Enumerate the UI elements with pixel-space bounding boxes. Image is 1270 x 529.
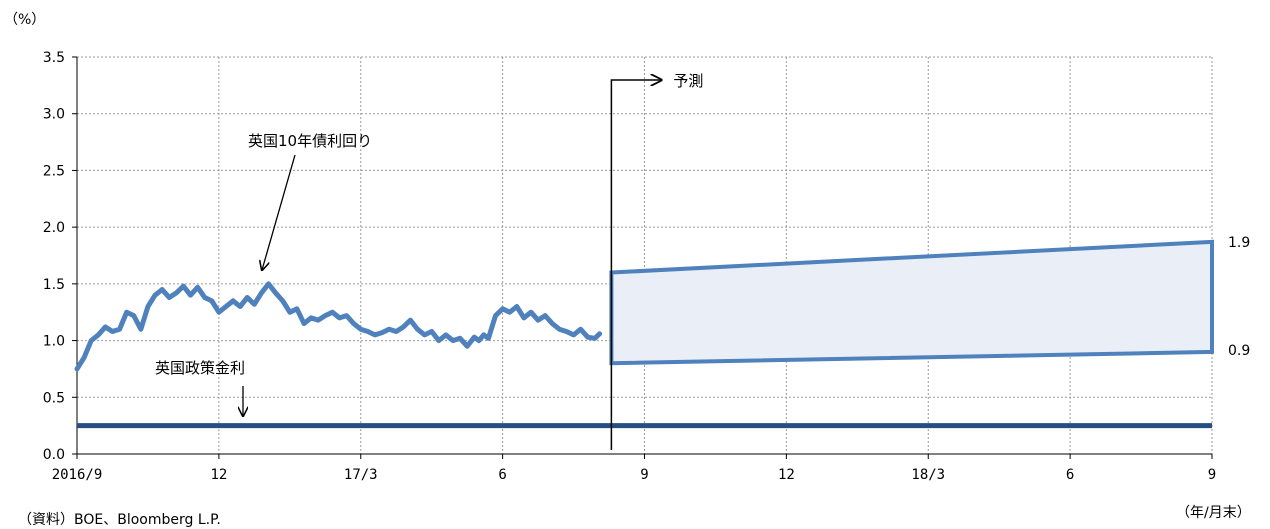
series-line-uk-10y-yield: [74, 281, 603, 372]
x-tick-label: 6: [498, 467, 506, 483]
y-tick-label: 1.0: [43, 334, 65, 350]
series-label-uk-10y-yield: 英国10年債利回り: [248, 132, 372, 150]
y-tick-label: 3.5: [43, 50, 65, 66]
x-tick-label: 2016/9: [52, 467, 103, 483]
x-tick-label: 9: [1208, 467, 1216, 483]
x-tick-label: 18/3: [911, 467, 945, 483]
forecast-start-marker: [610, 80, 661, 450]
x-tick-label: 6: [1066, 467, 1074, 483]
x-unit-label: （年/月末）: [1176, 505, 1251, 521]
y-tick-label: 0.0: [43, 447, 65, 463]
forecast-label: 予測: [673, 72, 703, 90]
source-note: （資料）BOE、Bloomberg L.P.: [18, 512, 221, 528]
annotation-arrow-uk-10y-yield: [262, 154, 296, 270]
forecast-band: [609, 239, 1214, 366]
band-upper-label: 1.9: [1228, 235, 1250, 251]
series-label-uk-policy-rate: 英国政策金利: [155, 359, 245, 377]
y-tick-label: 1.5: [43, 277, 65, 293]
y-tick-label: 2.0: [43, 220, 65, 236]
y-unit-label: （%）: [4, 12, 45, 28]
y-tick-label: 0.5: [43, 390, 65, 406]
x-tick-label: 9: [640, 467, 648, 483]
x-tick-label: 12: [778, 467, 795, 483]
y-axis: 0.0 0.5 1.0 1.5 2.0 2.5 3.0 3.5: [43, 50, 77, 463]
y-tick-label: 3.0: [43, 107, 65, 123]
y-tick-label: 2.5: [43, 163, 65, 179]
x-axis: 2016/9 12 17/3 6 9 12 18/3 6 9: [52, 454, 1216, 483]
x-tick-label: 17/3: [344, 467, 378, 483]
x-tick-label: 12: [210, 467, 227, 483]
band-lower-label: 0.9: [1228, 343, 1250, 359]
